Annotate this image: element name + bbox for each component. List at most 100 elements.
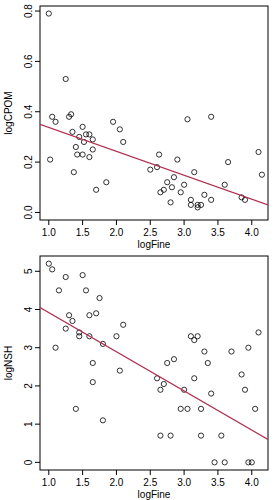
point <box>169 185 174 190</box>
y-tick <box>35 61 40 62</box>
x-tick <box>150 220 151 225</box>
point <box>63 76 68 81</box>
x-tick-label: 1.5 <box>76 227 90 238</box>
point <box>53 345 58 350</box>
plot-frame <box>40 6 268 220</box>
y-tick <box>35 111 40 112</box>
point <box>69 112 74 117</box>
point <box>219 433 224 438</box>
y-tick <box>35 424 40 425</box>
x-tick <box>82 470 83 475</box>
point <box>75 152 80 157</box>
x-tick-label: 1.5 <box>76 477 90 488</box>
x-tick-label: 3.5 <box>211 477 225 488</box>
plot-frame <box>40 256 268 470</box>
x-tick-label: 1.0 <box>42 227 56 238</box>
point <box>253 406 258 411</box>
y-tick-label: 0.4 <box>23 104 34 118</box>
y-tick-label: 4 <box>23 306 34 312</box>
x-tick <box>184 220 185 225</box>
y-tick-label: 2 <box>23 383 34 389</box>
x-tick-label: 3.0 <box>177 477 191 488</box>
point <box>222 182 227 187</box>
y-tick-label: 0.0 <box>23 205 34 219</box>
point <box>161 187 166 192</box>
y-tick-label: 5 <box>23 268 34 274</box>
point <box>165 360 170 365</box>
point <box>90 137 95 142</box>
y-tick <box>35 11 40 12</box>
y-tick <box>35 271 40 272</box>
figure: 1.0 1.5 2.0 2.5 3.0 3.5 4.0 0.0 0.2 0.4 0.6 0.8 logF… <box>0 0 275 500</box>
x-tick <box>251 470 252 475</box>
point <box>117 368 122 373</box>
y-tick <box>35 162 40 163</box>
point <box>94 187 99 192</box>
data-area <box>40 11 268 210</box>
x-tick <box>217 220 218 225</box>
point <box>182 182 187 187</box>
x-tick <box>251 220 252 225</box>
point <box>178 406 183 411</box>
point <box>80 273 85 278</box>
point <box>239 372 244 377</box>
point <box>50 114 55 119</box>
point <box>80 124 85 129</box>
y-tick-label: 0.6 <box>23 54 34 68</box>
point <box>104 180 109 185</box>
x-tick <box>217 470 218 475</box>
regression-line <box>40 308 268 440</box>
point <box>50 267 55 272</box>
point <box>171 175 176 180</box>
point <box>198 202 203 207</box>
point <box>175 157 180 162</box>
panel: 1.01.52.02.53.03.54.00.00.20.40.60.8logF… <box>3 4 268 250</box>
point <box>249 460 254 465</box>
point <box>229 349 234 354</box>
point <box>73 144 78 149</box>
y-tick-label: 0 <box>23 459 34 465</box>
point <box>87 154 92 159</box>
x-axis-title: logFine <box>138 489 171 500</box>
x-tick <box>116 220 117 225</box>
y-tick-label: 3 <box>23 344 34 350</box>
point <box>209 114 214 119</box>
point <box>110 119 115 124</box>
x-tick-label: 3.5 <box>211 227 225 238</box>
x-tick <box>48 220 49 225</box>
point <box>195 334 200 339</box>
point <box>209 391 214 396</box>
x-tick-label: 1.0 <box>42 477 56 488</box>
point <box>90 147 95 152</box>
y-tick-label: 0.8 <box>23 4 34 18</box>
point <box>121 322 126 327</box>
x-tick <box>116 470 117 475</box>
x-tick-label: 2.5 <box>143 227 157 238</box>
point <box>246 345 251 350</box>
regression-line <box>40 124 268 205</box>
point <box>66 313 71 318</box>
point <box>90 360 95 365</box>
point <box>46 11 51 16</box>
point <box>87 132 92 137</box>
y-tick <box>35 347 40 348</box>
point <box>165 180 170 185</box>
point <box>185 406 190 411</box>
point <box>100 418 105 423</box>
y-tick-label: 0.2 <box>23 155 34 169</box>
point <box>161 381 166 386</box>
point <box>209 197 214 202</box>
point <box>56 288 61 293</box>
point <box>198 433 203 438</box>
x-tick-label: 2.0 <box>109 477 123 488</box>
x-axis-title: logFine <box>138 239 171 250</box>
x-tick-label: 4.0 <box>245 477 259 488</box>
point <box>198 406 203 411</box>
point <box>70 129 75 134</box>
point <box>168 200 173 205</box>
point <box>168 433 173 438</box>
x-tick <box>150 470 151 475</box>
point <box>77 334 82 339</box>
point <box>205 360 210 365</box>
x-tick-label: 2.5 <box>143 477 157 488</box>
